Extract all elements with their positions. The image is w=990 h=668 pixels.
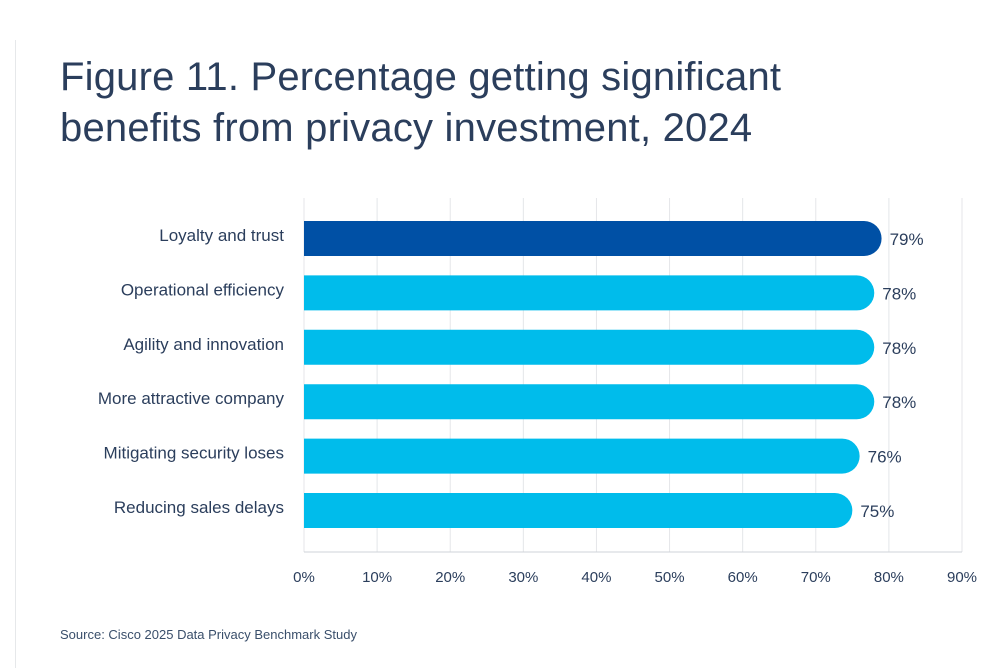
- data-label: 75%: [860, 502, 894, 521]
- x-tick-label: 80%: [874, 569, 904, 586]
- bar: [304, 384, 875, 420]
- category-label: Reducing sales delays: [114, 498, 284, 517]
- bar: [304, 438, 860, 474]
- data-label: 76%: [868, 448, 902, 467]
- category-label: Agility and innovation: [123, 335, 284, 354]
- x-tick-label: 70%: [801, 569, 831, 586]
- chart-title-line-2: benefits from privacy investment, 2024: [60, 106, 753, 150]
- data-label: 79%: [890, 230, 924, 249]
- category-label: Mitigating security loses: [104, 444, 284, 463]
- x-tick-label: 90%: [947, 569, 977, 586]
- category-label: Loyalty and trust: [159, 226, 284, 245]
- bar: [304, 221, 882, 256]
- bar: [304, 275, 875, 311]
- chart-title-line-1: Figure 11. Percentage getting significan…: [60, 55, 782, 99]
- category-label: More attractive company: [98, 389, 285, 408]
- data-label: 78%: [882, 339, 916, 358]
- data-label: 78%: [882, 393, 916, 412]
- x-tick-label: 30%: [508, 569, 538, 586]
- bar: [304, 493, 853, 528]
- page-divider: [15, 40, 16, 668]
- data-label: 78%: [882, 284, 916, 303]
- x-tick-label: 50%: [655, 569, 685, 586]
- x-tick-label: 10%: [362, 569, 392, 586]
- chart-title: Figure 11. Percentage getting significan…: [60, 52, 960, 154]
- x-tick-label: 20%: [435, 569, 465, 586]
- category-label: Operational efficiency: [121, 280, 285, 299]
- x-tick-label: 60%: [728, 569, 758, 586]
- x-tick-label: 40%: [581, 569, 611, 586]
- x-tick-label: 0%: [293, 569, 315, 586]
- bar: [304, 329, 875, 365]
- source-note: Source: Cisco 2025 Data Privacy Benchmar…: [60, 627, 357, 642]
